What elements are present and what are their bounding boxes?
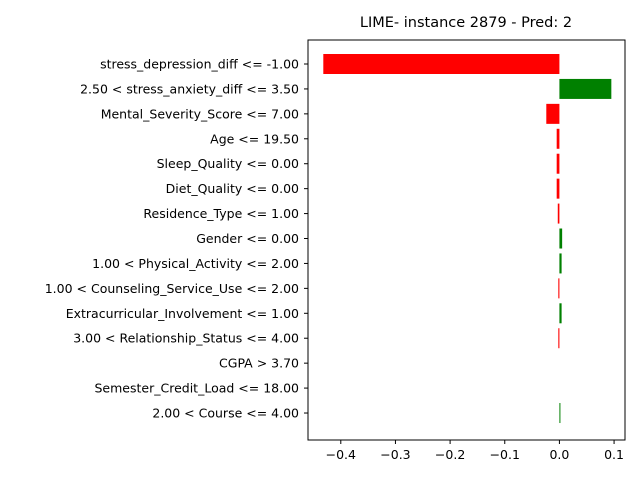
bar-2 <box>546 103 560 124</box>
category-label-4: Sleep_Quality <= 0.00 <box>157 156 299 171</box>
bar-5 <box>556 178 560 199</box>
category-label-3: Age <= 19.50 <box>210 131 299 146</box>
x-tick-label-2: −0.2 <box>435 447 465 462</box>
category-label-7: Gender <= 0.00 <box>196 231 299 246</box>
bar-3 <box>556 128 560 149</box>
category-label-11: 3.00 < Relationship_Status <= 4.00 <box>73 331 299 346</box>
x-tick-label-5: 0.1 <box>604 447 624 462</box>
bars-group <box>323 54 612 424</box>
bar-9 <box>558 278 560 299</box>
bar-14 <box>559 403 561 424</box>
bar-4 <box>556 153 560 174</box>
category-label-13: Semester_Credit_Load <= 18.00 <box>95 381 300 396</box>
bar-1 <box>559 78 612 99</box>
bar-8 <box>559 253 562 274</box>
x-axis: −0.4 −0.3 −0.2 −0.1 0.0 0.1 <box>326 440 624 462</box>
category-label-6: Residence_Type <= 1.00 <box>143 206 299 221</box>
x-tick-label-0: −0.4 <box>326 447 356 462</box>
bar-0 <box>323 54 560 74</box>
category-label-12: CGPA > 3.70 <box>219 356 299 371</box>
x-tick-label-1: −0.3 <box>380 447 410 462</box>
category-labels-group: stress_depression_diff <= -1.00 2.50 < st… <box>45 57 308 421</box>
category-label-1: 2.50 < stress_anxiety_diff <= 3.50 <box>80 81 299 96</box>
category-label-14: 2.00 < Course <= 4.00 <box>152 406 299 421</box>
category-label-9: 1.00 < Counseling_Service_Use <= 2.00 <box>45 281 299 296</box>
bar-11 <box>558 328 560 349</box>
chart-title: LIME- instance 2879 - Pred: 2 <box>360 15 572 31</box>
category-label-8: 1.00 < Physical_Activity <= 2.00 <box>92 256 299 271</box>
category-label-5: Diet_Quality <= 0.00 <box>166 181 299 196</box>
x-tick-label-3: −0.1 <box>490 447 520 462</box>
bar-6 <box>557 203 560 224</box>
bar-7 <box>559 228 563 249</box>
plot-frame <box>307 39 626 441</box>
x-tick-label-4: 0.0 <box>549 447 569 462</box>
category-label-0: stress_depression_diff <= -1.00 <box>100 57 299 72</box>
category-label-2: Mental_Severity_Score <= 7.00 <box>101 106 299 121</box>
bar-10 <box>559 303 562 324</box>
category-label-10: Extracurricular_Involvement <= 1.00 <box>66 306 299 321</box>
